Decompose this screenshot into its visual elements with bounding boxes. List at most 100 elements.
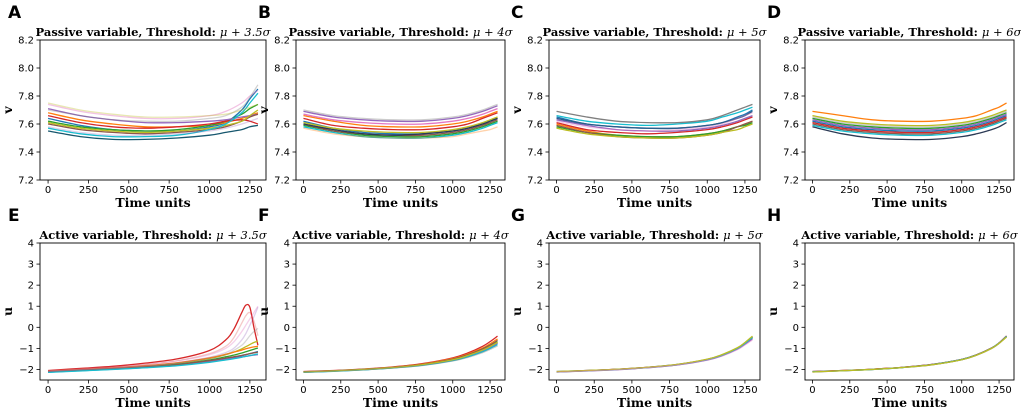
panel-title: Passive variable, Threshold: μ + 6σ xyxy=(798,25,1021,39)
y-tick-label: 7.8 xyxy=(527,92,543,103)
series-line-s4 xyxy=(303,112,498,131)
series-line-s11 xyxy=(47,84,259,123)
x-tick-label: 1250 xyxy=(237,185,262,196)
panel-letter: G xyxy=(511,206,525,226)
x-tick-label: 500 xyxy=(119,385,138,396)
series-group xyxy=(47,84,259,141)
title-math: μ + 5σ xyxy=(723,228,764,242)
y-tick-label: 7.4 xyxy=(18,148,34,159)
y-tick-label: 3 xyxy=(284,260,290,271)
x-tick-label: 0 xyxy=(553,385,559,396)
y-tick-label: −2 xyxy=(19,365,34,376)
x-tick-label: 0 xyxy=(45,385,51,396)
x-tick-label: 1250 xyxy=(732,385,757,396)
y-axis-label: u xyxy=(509,307,524,316)
x-tick-label: 1250 xyxy=(986,185,1011,196)
series-line-s3 xyxy=(47,103,259,132)
series-line-s5 xyxy=(47,107,259,124)
series-line-s4 xyxy=(47,114,259,129)
title-text: Active variable, Threshold: xyxy=(800,228,978,242)
x-tick-label: 250 xyxy=(585,185,604,196)
y-axis-label: v xyxy=(256,106,271,115)
series-line-s9 xyxy=(47,124,259,141)
y-tick-label: −1 xyxy=(528,344,543,355)
x-tick-label: 500 xyxy=(878,385,897,396)
series-line-s5 xyxy=(812,113,1007,131)
series-group xyxy=(812,102,1007,141)
x-tick-label: 500 xyxy=(369,385,388,396)
series-line-s10 xyxy=(48,311,259,372)
x-tick-label: 750 xyxy=(915,385,934,396)
x-axis-label: Time units xyxy=(363,395,438,410)
series-line-s10 xyxy=(556,110,753,130)
series-line-s7 xyxy=(556,335,753,373)
series-line-s6 xyxy=(303,119,498,137)
y-tick-label: 8.0 xyxy=(527,64,543,75)
series-line-s7 xyxy=(303,344,498,374)
x-tick-label: 250 xyxy=(840,185,859,196)
y-tick-label: 2 xyxy=(793,281,799,292)
y-tick-label: 7.6 xyxy=(783,120,799,131)
x-tick-label: 1000 xyxy=(695,185,720,196)
title-text: Active variable, Threshold: xyxy=(545,228,723,242)
axes-frame xyxy=(804,39,1015,181)
series-line-s8 xyxy=(303,341,498,373)
y-tick-label: 8.2 xyxy=(274,36,290,47)
title-text: Passive variable, Threshold: xyxy=(798,25,982,39)
axes-frame xyxy=(804,242,1015,381)
series-line-s8 xyxy=(556,339,753,373)
panel-title: Passive variable, Threshold: μ + 3.5σ xyxy=(36,25,272,39)
y-tick-label: 3 xyxy=(28,260,34,271)
y-tick-label: 8.0 xyxy=(274,64,290,75)
series-line-s12 xyxy=(47,102,259,118)
y-tick-label: 7.2 xyxy=(274,176,290,187)
y-axis-label: v xyxy=(509,106,524,115)
series-line-s8 xyxy=(47,92,259,138)
series-line-s2 xyxy=(812,112,1007,130)
y-tick-label: −2 xyxy=(275,365,290,376)
x-tick-label: 750 xyxy=(915,185,934,196)
series-line-s12 xyxy=(303,126,498,139)
x-tick-label: 0 xyxy=(45,185,51,196)
series-line-s3 xyxy=(812,114,1007,132)
series-line-s3 xyxy=(556,121,753,138)
x-tick-label: 250 xyxy=(79,185,98,196)
y-tick-label: 7.2 xyxy=(527,176,543,187)
series-line-s8 xyxy=(812,119,1007,137)
panel-letter: D xyxy=(767,3,781,23)
panel-title: Active variable, Threshold: μ + 5σ xyxy=(545,228,764,242)
panel-a: A Passive variable, Threshold: μ + 3.5σ 0 2… xyxy=(0,3,272,210)
y-tick-label: 7.4 xyxy=(783,148,799,159)
x-tick-label: 1000 xyxy=(949,385,974,396)
x-tick-label: 1250 xyxy=(477,185,502,196)
x-tick-label: 250 xyxy=(840,385,859,396)
title-text: Active variable, Threshold: xyxy=(38,228,216,242)
series-line-s9 xyxy=(303,121,498,139)
y-tick-label: 1 xyxy=(793,302,799,313)
series-line-s2 xyxy=(47,112,259,128)
panel-letter: H xyxy=(767,206,781,226)
x-axis-label: Time units xyxy=(115,195,190,210)
axes-frame xyxy=(39,242,267,381)
y-tick-label: 7.4 xyxy=(527,148,543,159)
series-line-s10 xyxy=(47,89,259,120)
panel-b: B Passive variable, Threshold: μ + 4σ 0 250… xyxy=(256,3,514,210)
series-line-s10 xyxy=(303,117,498,136)
y-tick-label: 4 xyxy=(793,239,799,250)
panel-title: Passive variable, Threshold: μ + 5σ xyxy=(543,25,768,39)
series-line-s4 xyxy=(812,335,1007,373)
x-tick-label: 500 xyxy=(878,185,897,196)
y-tick-label: 7.2 xyxy=(18,176,34,187)
y-tick-label: 3 xyxy=(793,260,799,271)
y-tick-label: 7.6 xyxy=(274,120,290,131)
series-line-s10 xyxy=(812,110,1007,128)
title-math: μ + 4σ xyxy=(469,228,510,242)
panel-letter: A xyxy=(8,3,22,23)
x-tick-label: 750 xyxy=(160,185,179,196)
y-tick-label: 1 xyxy=(284,302,290,313)
x-tick-label: 0 xyxy=(300,385,306,396)
series-line-s5 xyxy=(556,114,753,132)
x-axis-label: Time units xyxy=(872,195,947,210)
panel-h: H Active variable, Threshold: μ + 6σ 0 250 5… xyxy=(765,206,1019,410)
x-tick-label: 0 xyxy=(553,185,559,196)
